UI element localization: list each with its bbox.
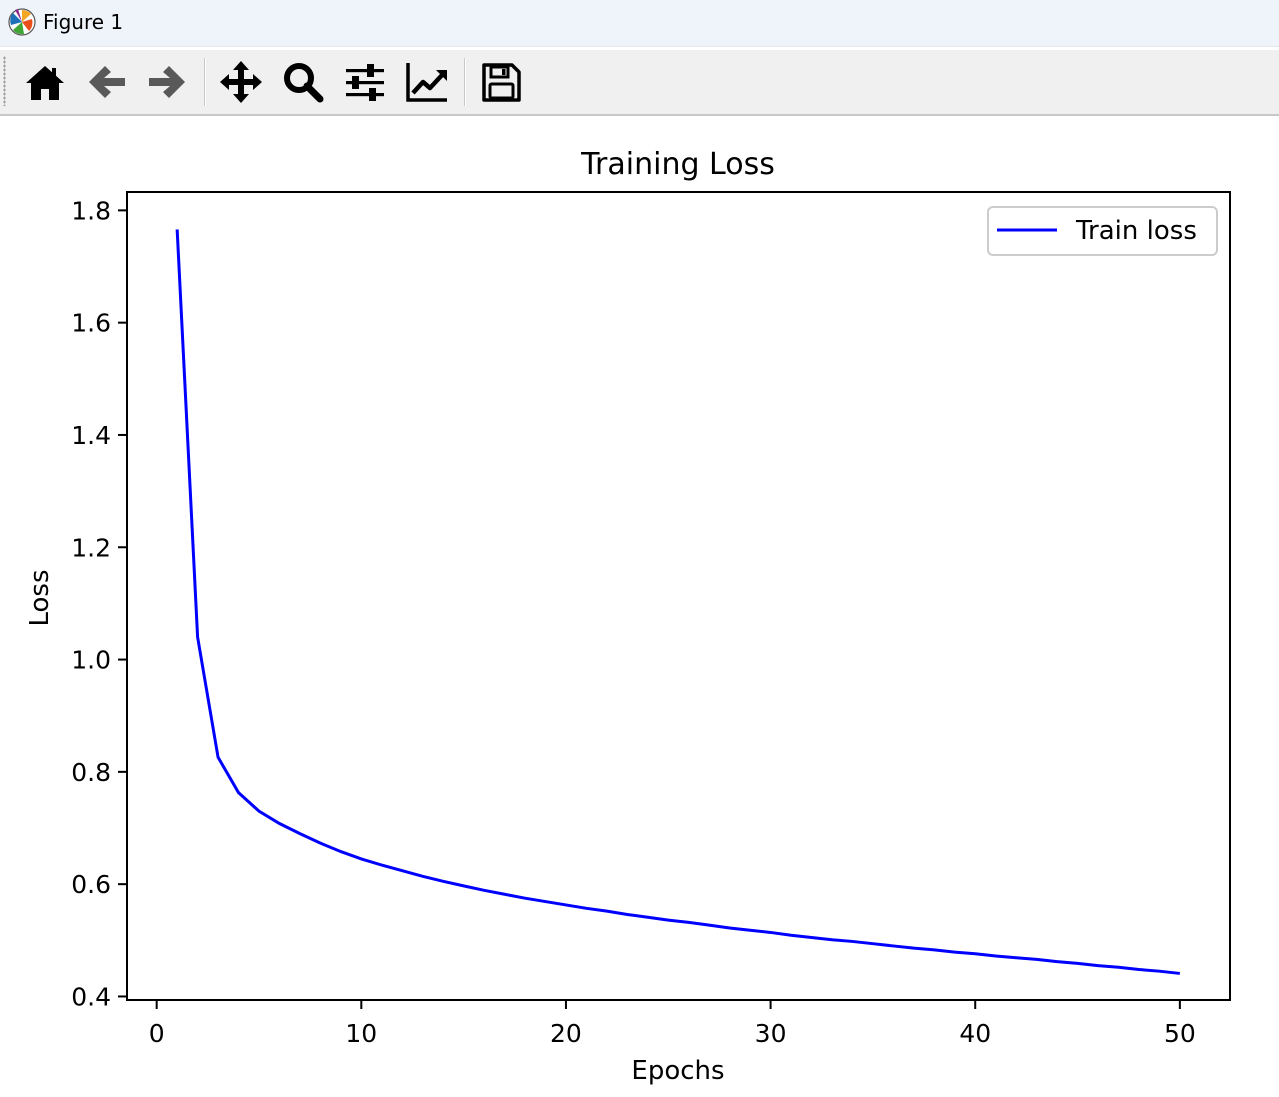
y-tick-label: 0.6 xyxy=(71,870,111,899)
save-button[interactable] xyxy=(479,60,523,104)
legend-label: Train loss xyxy=(1075,216,1197,246)
y-tick-label: 0.4 xyxy=(71,982,111,1011)
zoom-button[interactable] xyxy=(281,60,325,104)
pan-button[interactable] xyxy=(219,60,263,104)
title-bar: Figure 1 xyxy=(0,0,1279,47)
y-tick-label: 0.8 xyxy=(71,758,111,787)
x-tick-label: 0 xyxy=(149,1019,165,1048)
y-tick-label: 1.8 xyxy=(71,196,111,225)
x-tick-label: 50 xyxy=(1164,1019,1196,1048)
arrow-left-icon xyxy=(89,66,125,98)
legend[interactable]: Train loss xyxy=(987,206,1218,256)
toolbar-separator xyxy=(204,58,206,106)
y-tick-label: 1.2 xyxy=(71,533,111,562)
matplotlib-logo-icon xyxy=(8,8,36,36)
y-tick-label: 1.6 xyxy=(71,309,111,338)
home-icon xyxy=(26,66,64,100)
legend-frame xyxy=(987,206,1218,256)
x-tick-label: 10 xyxy=(345,1019,377,1048)
magnifier-icon xyxy=(284,63,324,103)
chart-title: Training Loss xyxy=(580,147,775,182)
x-axis-label: Epochs xyxy=(631,1056,724,1086)
floppy-disk-icon xyxy=(482,63,521,102)
toolbar-grip[interactable] xyxy=(3,56,6,106)
x-tick-label: 20 xyxy=(550,1019,582,1048)
training-loss-chart[interactable]: Training Loss 0.4 0.6 0.8 1.0 1.2 1.4 1.6 1.8 0… xyxy=(0,116,1279,1097)
x-tick-label: 40 xyxy=(959,1019,991,1048)
x-tick-label: 30 xyxy=(755,1019,787,1048)
y-axis-label: Loss xyxy=(25,569,55,626)
back-button[interactable] xyxy=(85,60,129,104)
y-tick-label: 1.4 xyxy=(71,421,111,450)
plot-area-frame xyxy=(126,191,1231,1001)
series-line-train-loss xyxy=(175,229,1181,975)
forward-button[interactable] xyxy=(145,60,189,104)
sliders-icon xyxy=(346,64,384,101)
toolbar-separator xyxy=(464,58,466,106)
y-tick-label: 1.0 xyxy=(71,646,111,675)
home-button[interactable] xyxy=(23,60,67,104)
toolbar xyxy=(0,50,1279,116)
move-icon xyxy=(220,61,262,103)
arrow-right-icon xyxy=(149,66,185,98)
window-title: Figure 1 xyxy=(43,10,124,34)
configure-subplots-button[interactable] xyxy=(343,60,387,104)
line-chart-icon xyxy=(406,63,447,102)
edit-axis-button[interactable] xyxy=(405,60,449,104)
